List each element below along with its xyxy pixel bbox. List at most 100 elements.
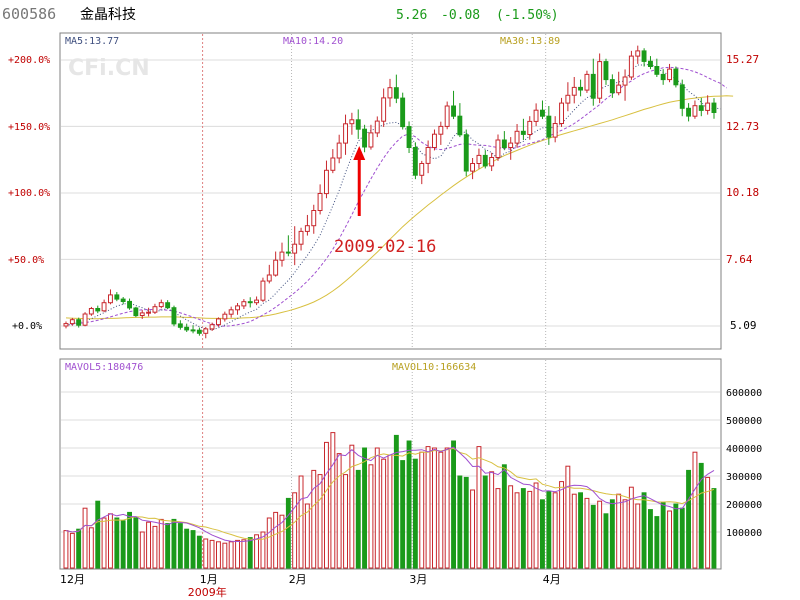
candlestick xyxy=(324,160,329,199)
candle-body xyxy=(292,243,298,254)
candle-body xyxy=(368,132,374,148)
candle-body xyxy=(317,193,323,211)
volume-bar xyxy=(95,500,101,569)
candlestick xyxy=(501,131,507,151)
volume-bar xyxy=(152,525,158,569)
volume-bar xyxy=(76,528,82,569)
volume-bar xyxy=(520,488,526,569)
candle-body xyxy=(476,154,482,164)
volume-bar xyxy=(279,514,285,569)
candlestick xyxy=(533,103,539,127)
price-change-pct: (-1.50%) xyxy=(496,8,559,23)
candlestick xyxy=(432,129,437,151)
volume-bar xyxy=(412,458,418,569)
volume-bar xyxy=(184,528,190,569)
x-tick-label: 2月 xyxy=(289,573,307,586)
ma30-line xyxy=(65,95,734,320)
candlestick xyxy=(139,310,145,319)
candle-body xyxy=(559,102,564,124)
candle-body xyxy=(304,225,310,232)
candle-body xyxy=(63,323,69,327)
candlestick xyxy=(552,116,558,143)
volume-bar xyxy=(540,499,545,569)
candle-body xyxy=(114,294,120,300)
candlestick xyxy=(559,97,564,127)
candlestick xyxy=(482,150,488,169)
volume-bar xyxy=(349,444,355,569)
candlestick xyxy=(711,98,717,119)
volume-bar xyxy=(133,517,139,569)
candlestick xyxy=(146,307,152,317)
volume-bar xyxy=(476,446,482,569)
volume-bar xyxy=(400,460,406,569)
volume-bar xyxy=(324,441,329,569)
candlestick xyxy=(412,142,418,180)
x-tick-label: 4月 xyxy=(543,573,561,586)
volume-tick: 600000 xyxy=(726,388,762,399)
volume-bar xyxy=(222,542,228,569)
candle-body xyxy=(438,125,444,135)
candle-body xyxy=(336,142,342,159)
candlestick xyxy=(451,90,457,120)
candlestick xyxy=(165,300,171,310)
candle-body xyxy=(324,169,329,195)
candlestick xyxy=(387,78,393,107)
volume-bar xyxy=(603,513,609,569)
candle-body xyxy=(495,139,501,158)
candle-body xyxy=(641,50,647,62)
candle-body xyxy=(254,299,260,304)
annotation-arrow xyxy=(353,146,366,216)
candle-body xyxy=(686,107,691,117)
mavol5-line xyxy=(65,446,715,543)
candlestick xyxy=(584,70,590,93)
volume-bar xyxy=(628,486,634,569)
candle-body xyxy=(146,311,152,314)
candle-body xyxy=(540,109,545,117)
candle-body xyxy=(190,329,196,332)
candlestick xyxy=(311,204,317,234)
volume-bar xyxy=(317,474,323,569)
candlestick xyxy=(381,88,387,127)
volume-bar xyxy=(146,521,152,569)
candle-body xyxy=(355,119,361,130)
candlestick xyxy=(374,116,380,138)
volume-bar xyxy=(514,492,520,569)
candle-body xyxy=(412,147,418,176)
candlestick xyxy=(616,71,622,96)
candlestick xyxy=(400,92,406,130)
candle-body xyxy=(667,68,672,81)
candlestick xyxy=(216,317,221,327)
candlestick xyxy=(654,58,660,77)
volume-bar xyxy=(336,453,342,569)
x-tick-label: 12月 xyxy=(60,573,85,586)
candle-body xyxy=(514,130,520,144)
volume-bar xyxy=(203,538,209,569)
volume-bar xyxy=(343,474,349,569)
candlestick xyxy=(203,327,209,339)
volume-bar xyxy=(330,432,336,569)
candlestick xyxy=(209,322,215,331)
volume-bar xyxy=(451,440,457,569)
candlestick xyxy=(343,114,349,155)
candlestick xyxy=(127,298,132,310)
volume-bar xyxy=(527,490,533,569)
volume-bar xyxy=(590,504,596,569)
candlestick xyxy=(660,69,666,85)
volume-bar xyxy=(228,541,234,569)
candlestick xyxy=(349,112,355,135)
volume-bar xyxy=(438,451,444,569)
pct-tick: +100.0% xyxy=(8,188,50,199)
x-year-label: 2009年 xyxy=(188,585,227,599)
mavol10-label: MAVOL10:166634 xyxy=(392,362,476,373)
candle-body xyxy=(152,306,158,313)
candlestick xyxy=(133,306,139,318)
candle-body xyxy=(705,102,711,111)
volume-bar xyxy=(673,503,679,569)
volume-bar xyxy=(254,534,260,569)
volume-bar xyxy=(108,513,113,569)
candlestick xyxy=(444,101,450,130)
pct-tick: +0.0% xyxy=(12,321,42,332)
volume-bar xyxy=(654,516,660,569)
candlestick xyxy=(108,289,113,305)
volume-bar xyxy=(698,462,704,569)
